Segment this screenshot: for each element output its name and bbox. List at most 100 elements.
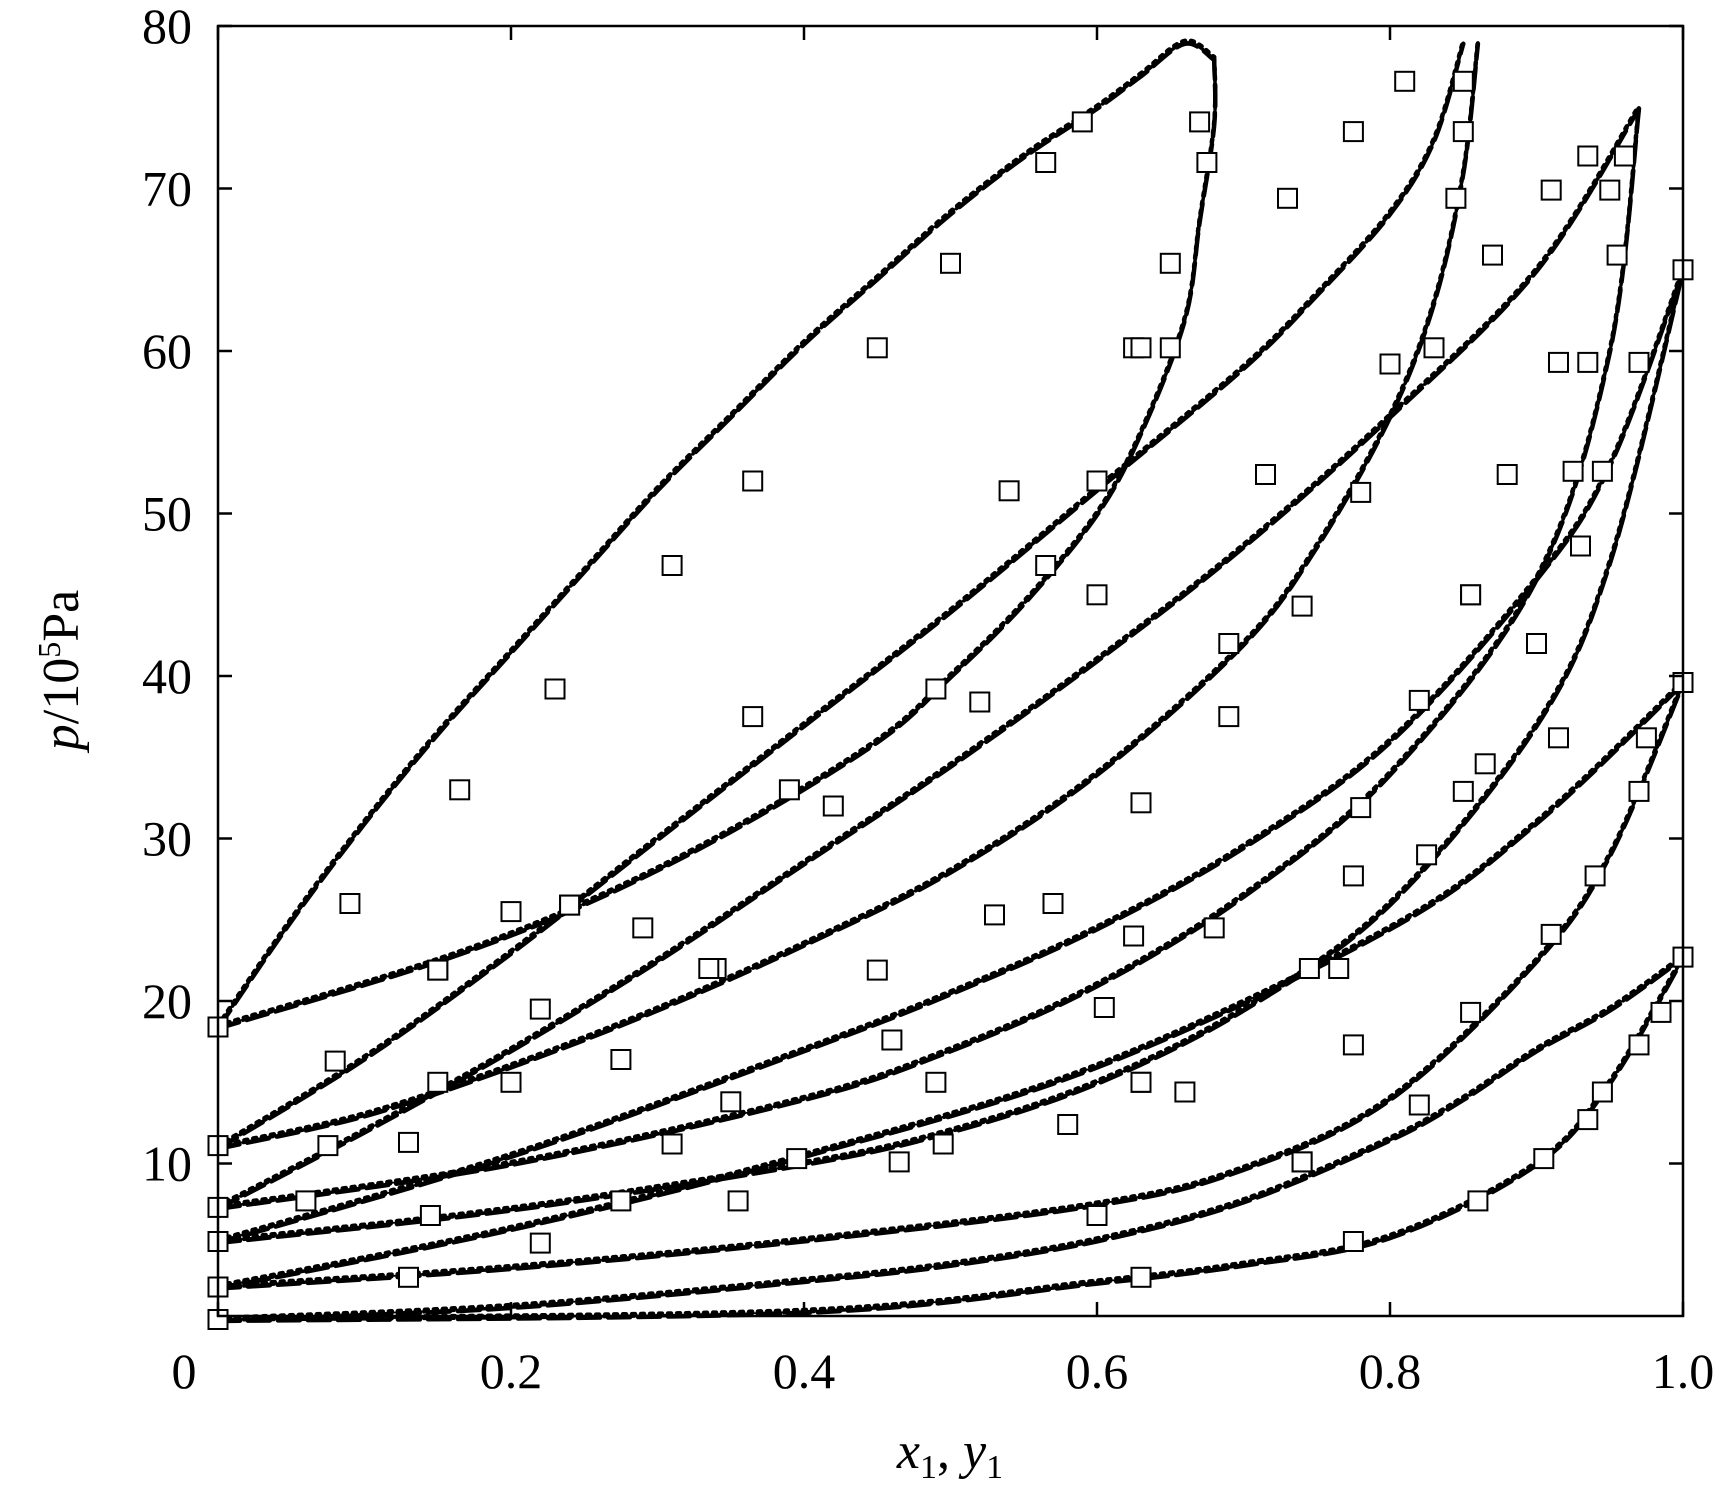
data-point-marker xyxy=(1591,1081,1613,1103)
data-point-marker xyxy=(1460,1001,1482,1023)
data-point-marker xyxy=(1291,1151,1313,1173)
envelope-3-bubble-dash-dot-line xyxy=(216,106,1641,1210)
data-point-marker xyxy=(324,1050,346,1072)
data-point-marker xyxy=(1467,1190,1489,1212)
x-tick-label: 1.0 xyxy=(1652,1343,1715,1399)
data-point-marker xyxy=(822,795,844,817)
data-point-marker xyxy=(1130,792,1152,814)
data-point-marker xyxy=(1159,252,1181,274)
data-point-marker xyxy=(742,706,764,728)
envelope-2-dew-dash-dot-line xyxy=(216,41,1480,1150)
data-point-marker xyxy=(1255,464,1276,485)
data-point-marker xyxy=(1416,844,1438,866)
data-point-marker xyxy=(1342,121,1364,143)
data-point-marker xyxy=(1599,179,1621,201)
data-point-marker xyxy=(559,894,581,916)
data-point-marker xyxy=(1628,351,1650,373)
data-point-marker xyxy=(881,1029,903,1051)
data-point-marker xyxy=(1570,535,1591,557)
data-point-marker xyxy=(1474,753,1496,775)
data-point-marker xyxy=(998,480,1020,502)
data-point-marker xyxy=(940,252,961,274)
data-point-marker xyxy=(1606,244,1628,266)
x-ticks: 0 0.2 0.4 0.6 0.8 1.0 xyxy=(172,26,1715,1399)
data-point-marker xyxy=(1628,780,1650,802)
data-point-marker xyxy=(1613,145,1635,167)
envelope-5-dew-dashed-line xyxy=(215,681,1686,1291)
data-point-marker xyxy=(1086,584,1108,606)
data-point-marker xyxy=(925,678,947,700)
data-point-marker xyxy=(1174,1081,1196,1103)
data-point-marker xyxy=(1277,187,1298,209)
data-point-marker xyxy=(1196,152,1218,173)
data-point-marker xyxy=(1548,351,1569,373)
envelope-1-dew-solid-line xyxy=(217,57,1217,1028)
envelope-3-dew-dashed-line xyxy=(215,106,1642,1212)
data-point-marker xyxy=(1350,797,1372,819)
data-point-marker xyxy=(778,779,800,801)
data-point-marker xyxy=(632,917,654,939)
data-point-marker xyxy=(1123,925,1145,947)
data-point-marker xyxy=(1130,1071,1152,1093)
data-point-marker xyxy=(427,959,449,981)
data-point-marker xyxy=(1342,1231,1364,1252)
data-point-marker xyxy=(339,893,361,914)
envelope-2-bubble-dashed-line xyxy=(215,41,1466,1152)
data-point-marker xyxy=(866,959,888,981)
data-point-marker xyxy=(1526,633,1547,654)
x-tick-label: 0 xyxy=(172,1343,197,1399)
data-point-marker xyxy=(925,1071,947,1093)
data-point-marker xyxy=(1057,1114,1079,1135)
data-point-marker xyxy=(529,998,551,1020)
data-point-marker xyxy=(1342,1034,1364,1056)
envelope-1-dew-dotted-line xyxy=(215,54,1218,1028)
envelope-3-dew-solid-line xyxy=(217,106,1640,1209)
data-point-marker xyxy=(1452,780,1474,802)
data-point-marker xyxy=(1408,689,1430,711)
data-point-marker xyxy=(544,678,566,700)
data-point-marker xyxy=(610,1049,632,1070)
x-tick-label: 0.6 xyxy=(1066,1343,1129,1399)
y-ticks: 10 20 30 40 50 60 70 80 xyxy=(142,0,1683,1192)
envelope-2-bubble-dash-dot-line xyxy=(216,41,1466,1150)
data-point-marker xyxy=(1577,1109,1599,1131)
data-point-marker xyxy=(1218,706,1240,728)
data-point-marker xyxy=(1577,351,1599,373)
data-point-marker xyxy=(1562,460,1584,482)
data-point-marker xyxy=(449,779,471,801)
data-point-marker xyxy=(1071,111,1093,133)
x-axis-title: x1, y1 xyxy=(896,1423,1003,1486)
data-point-marker xyxy=(786,1148,808,1170)
envelope-3-dew-dash-dot-line xyxy=(216,106,1641,1210)
data-point-marker xyxy=(1394,70,1416,92)
envelope-5-dew-solid-line xyxy=(217,681,1684,1288)
data-point-marker xyxy=(1548,727,1569,749)
data-point-marker xyxy=(1159,337,1181,359)
data-point-marker xyxy=(295,1190,317,1212)
data-point-marker xyxy=(1189,111,1211,133)
curves-layer xyxy=(215,38,1686,1324)
data-point-marker xyxy=(866,337,888,359)
envelope-5-dew-dotted-line xyxy=(215,678,1686,1288)
y-tick-label: 70 xyxy=(142,161,192,217)
envelope-2-bubble-dotted-line xyxy=(215,38,1466,1149)
envelope-2-bubble-solid-line xyxy=(217,41,1465,1149)
data-point-marker xyxy=(1423,337,1445,359)
data-point-marker xyxy=(427,1071,449,1093)
data-point-marker xyxy=(1591,460,1613,482)
data-point-marker xyxy=(1540,179,1562,201)
data-point-marker xyxy=(888,1151,910,1173)
data-point-marker xyxy=(1035,555,1057,576)
x-tick-label: 0.4 xyxy=(773,1343,836,1399)
data-point-marker xyxy=(720,1091,742,1113)
data-point-marker xyxy=(1408,1094,1430,1116)
data-point-marker xyxy=(1577,145,1599,167)
envelope-5-bubble-dash-dot-line xyxy=(216,681,1685,1290)
envelope-1-bubble-dotted-line xyxy=(215,38,1217,1028)
envelope-1-dew-dashed-line xyxy=(215,57,1218,1031)
data-point-marker xyxy=(1093,997,1115,1018)
data-point-marker xyxy=(1086,470,1108,492)
data-point-marker xyxy=(1540,923,1562,945)
envelope-5-bubble-dashed-line xyxy=(215,681,1686,1291)
envelope-1-bubble-dash-dot-line xyxy=(216,40,1216,1030)
